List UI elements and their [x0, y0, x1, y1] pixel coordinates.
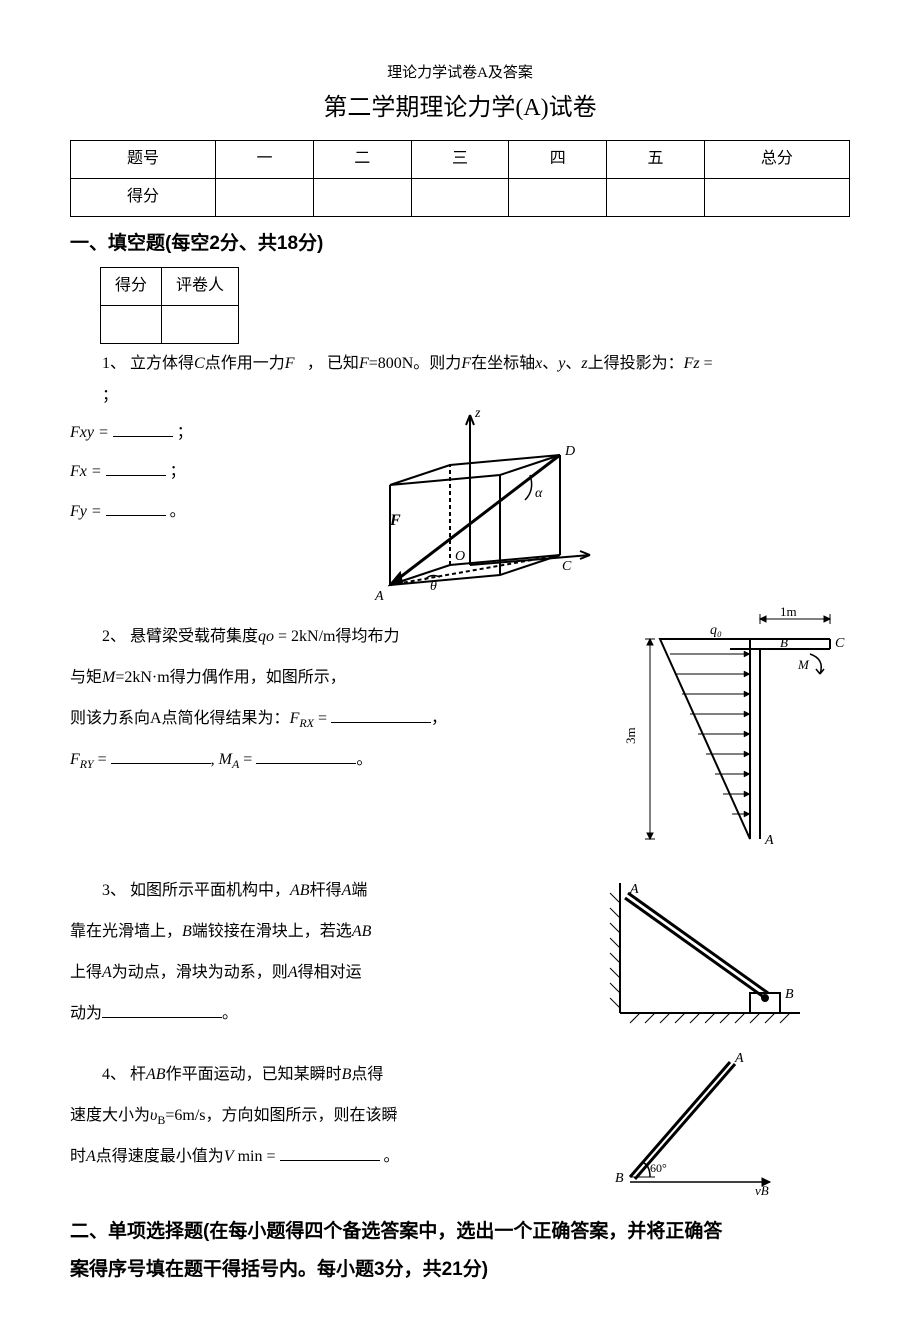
q3-line4: 动为。: [70, 996, 490, 1033]
mini-cell: [162, 305, 239, 343]
q2-line2: 与矩M=2kN·m得力偶作用，如图所示，: [70, 660, 490, 697]
svg-text:O: O: [455, 549, 465, 564]
th-1: 一: [216, 141, 314, 179]
mini-cell: [101, 305, 162, 343]
svg-text:A: A: [374, 589, 384, 604]
cell: [216, 178, 314, 216]
th-2: 二: [313, 141, 411, 179]
svg-text:vB: vB: [755, 1183, 769, 1197]
q2-line4: FRY = , MA = 。: [70, 742, 490, 779]
doc-header-small: 理论力学试卷A及答案: [70, 60, 850, 87]
svg-text:B: B: [780, 635, 788, 650]
figure-bar-velocity: A B 60° vB: [600, 1047, 800, 1197]
q4-line2: 速度大小为υB=6m/s，方向如图所示，则在该瞬: [70, 1098, 490, 1135]
doc-header-main: 第二学期理论力学(A)试卷: [70, 87, 850, 130]
svg-text:C: C: [835, 636, 845, 651]
th-num: 题号: [71, 141, 216, 179]
cell: [704, 178, 849, 216]
cell: [411, 178, 509, 216]
mini-score-table: 得分 评卷人: [100, 267, 239, 344]
svg-text:3m: 3m: [623, 728, 638, 745]
cell: [509, 178, 607, 216]
figure-cube: z D α C O A θ F: [330, 405, 600, 615]
figure-mechanism: A B: [590, 873, 820, 1033]
svg-text:α: α: [535, 486, 543, 501]
q1-line1: 1、 立方体得C点作用一力F⃗， 已知F=800N。则力F在坐标轴x、y、z上得…: [70, 350, 850, 379]
q3-line2: 靠在光滑墙上，B端铰接在滑块上，若选AB: [70, 914, 490, 951]
q2-line1: 2、 悬臂梁受载荷集度qo = 2kN/m得均布力: [70, 619, 490, 656]
section2-title-line1: 二、单项选择题(在每小题得四个备选答案中，选出一个正确答案，并将正确答: [70, 1215, 850, 1249]
section2-title-line2: 案得序号填在题干得括号内。每小题3分，共21分): [70, 1253, 850, 1287]
th-5: 五: [607, 141, 705, 179]
th-total: 总分: [704, 141, 849, 179]
svg-text:A: A: [764, 833, 774, 848]
row2-label: 得分: [71, 178, 216, 216]
q4-line3: 时A点得速度最小值为V min = 。: [70, 1139, 490, 1176]
svg-text:A: A: [629, 882, 639, 897]
svg-text:B: B: [615, 1171, 624, 1186]
svg-text:M: M: [797, 657, 810, 672]
th-4: 四: [509, 141, 607, 179]
mini-h1: 得分: [101, 267, 162, 305]
svg-text:θ: θ: [430, 579, 437, 594]
score-table: 题号 一 二 三 四 五 总分 得分: [70, 140, 850, 217]
cell: [607, 178, 705, 216]
svg-text:F: F: [389, 512, 401, 529]
q4-line1: 4、 杆AB作平面运动，已知某瞬时B点得: [70, 1057, 490, 1094]
svg-text:z: z: [474, 406, 481, 421]
svg-text:q₀: q₀: [710, 623, 722, 638]
mini-h2: 评卷人: [162, 267, 239, 305]
q3-line3: 上得A为动点，滑块为动系，则A得相对运: [70, 955, 490, 992]
q2-line3: 则该力系向A点简化得结果为：FRX = ，: [70, 701, 490, 738]
figure-cantilever: q₀ 1m C B M 3m A: [620, 599, 870, 859]
svg-text:1m: 1m: [780, 604, 797, 619]
svg-text:B: B: [785, 987, 794, 1002]
th-3: 三: [411, 141, 509, 179]
q3-line1: 3、 如图所示平面机构中，AB杆得A端: [70, 873, 490, 910]
svg-text:60°: 60°: [650, 1161, 667, 1175]
svg-text:C: C: [562, 559, 572, 574]
svg-text:A: A: [734, 1051, 744, 1066]
section1-title: 一、填空题(每空2分、共18分): [70, 227, 850, 261]
svg-text:D: D: [564, 444, 575, 459]
cell: [313, 178, 411, 216]
